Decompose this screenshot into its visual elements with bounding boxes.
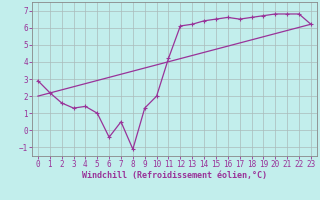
X-axis label: Windchill (Refroidissement éolien,°C): Windchill (Refroidissement éolien,°C) (82, 171, 267, 180)
